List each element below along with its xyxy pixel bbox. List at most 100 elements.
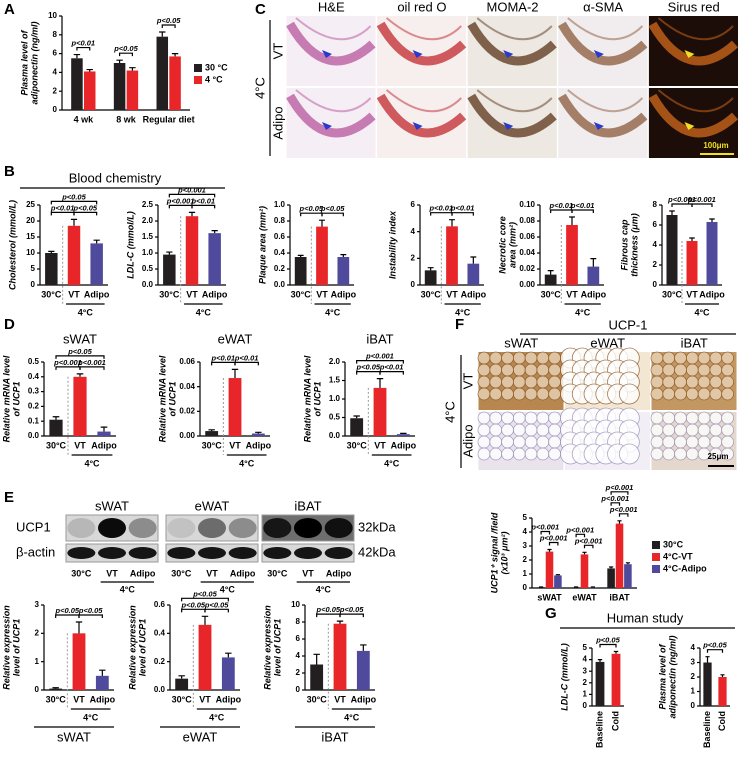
y-tick-label: 0.6 bbox=[154, 600, 166, 609]
y-tick-label: 3 bbox=[35, 600, 40, 609]
significance-bracket bbox=[430, 212, 453, 216]
cell bbox=[477, 447, 491, 461]
x-tick-label: Baseline bbox=[702, 711, 712, 748]
legend-label: 4°C-Adipo bbox=[663, 563, 707, 573]
cell bbox=[674, 447, 687, 461]
significance-bracket bbox=[610, 502, 621, 506]
error-bar bbox=[400, 432, 407, 435]
cell bbox=[697, 411, 711, 425]
cell bbox=[650, 411, 664, 425]
condition-label: 4°C bbox=[442, 401, 457, 423]
y-axis-label: of UCP1 bbox=[167, 381, 177, 416]
error-bar bbox=[100, 426, 108, 432]
bar bbox=[615, 523, 624, 588]
cell bbox=[650, 387, 664, 401]
y-tick-label: 0.02 bbox=[179, 406, 195, 415]
cell bbox=[674, 375, 687, 389]
significance-bracket bbox=[119, 52, 133, 57]
y-tick-label: 20 bbox=[26, 216, 35, 225]
x-tick-label: VT bbox=[229, 440, 241, 450]
legend-swatch bbox=[194, 76, 202, 84]
cell bbox=[501, 435, 514, 449]
error-bar bbox=[75, 621, 83, 634]
y-tick-label: 5 bbox=[523, 513, 528, 522]
cell bbox=[697, 363, 711, 377]
arrowhead bbox=[503, 50, 514, 58]
cell bbox=[477, 363, 491, 377]
arrowhead bbox=[684, 50, 695, 58]
bar bbox=[156, 36, 169, 110]
significance-bracket bbox=[356, 360, 404, 364]
y-tick-label: 0.3 bbox=[28, 387, 40, 396]
bar bbox=[83, 71, 96, 110]
error-bar bbox=[709, 218, 715, 222]
cell bbox=[721, 435, 735, 449]
arrowhead bbox=[322, 50, 332, 58]
cell bbox=[489, 387, 503, 401]
tissue bbox=[467, 93, 557, 138]
cell bbox=[489, 363, 503, 377]
arrowhead bbox=[412, 122, 423, 130]
y-tick-label: 10 bbox=[48, 11, 57, 20]
significance-bracket bbox=[181, 608, 206, 613]
x-tick-label: VT bbox=[74, 440, 86, 450]
bar bbox=[703, 662, 712, 706]
bar bbox=[72, 633, 86, 690]
panel-label: C bbox=[255, 1, 266, 18]
x-tick-label: Cold bbox=[610, 711, 620, 731]
legend-label: 30°C bbox=[663, 539, 684, 549]
y-tick-label: 2.5 bbox=[142, 200, 154, 209]
x-tick-label: 30°C bbox=[347, 440, 368, 450]
y-tick-label: 1.0 bbox=[274, 200, 286, 209]
cell bbox=[524, 423, 538, 437]
x-tick-label: VT bbox=[446, 289, 458, 299]
error-bar bbox=[613, 650, 619, 654]
cell bbox=[662, 447, 676, 461]
x-tick-label: VT bbox=[566, 289, 578, 299]
row-label: Adipo bbox=[270, 106, 285, 139]
column-header: iBAT bbox=[681, 335, 708, 350]
significance-bracket bbox=[78, 614, 103, 618]
scale-bar-label: 25μm bbox=[708, 452, 729, 461]
y-tick-label: 0.06 bbox=[179, 357, 195, 366]
error-bar bbox=[376, 378, 384, 388]
y-tick-label: 2 bbox=[53, 86, 58, 95]
panel-label: E bbox=[4, 489, 14, 506]
group-label: 4°C bbox=[209, 712, 225, 722]
p-value: p<0.05 bbox=[73, 203, 98, 212]
tissue bbox=[476, 17, 553, 41]
error-bar bbox=[625, 562, 630, 565]
cell bbox=[512, 387, 526, 401]
y-tick-label: 0.2 bbox=[274, 264, 286, 273]
x-tick-label: 30°C bbox=[41, 289, 62, 299]
y-tick-label: 0.4 bbox=[154, 628, 166, 637]
x-tick-label: 30°C bbox=[662, 289, 683, 299]
cell bbox=[662, 423, 676, 437]
cell bbox=[650, 375, 664, 389]
bar bbox=[73, 376, 87, 436]
bar bbox=[126, 70, 139, 110]
panel-label: A bbox=[4, 1, 15, 18]
bar bbox=[554, 575, 562, 588]
y-tick-label: 4 bbox=[691, 643, 696, 652]
group-label: 4°C bbox=[220, 584, 236, 594]
column-header: Sirus red bbox=[668, 0, 720, 14]
significance-bracket bbox=[610, 491, 629, 495]
y-tick-label: 0 bbox=[53, 105, 58, 114]
significance-bracket bbox=[451, 212, 474, 216]
column-header: MOMA-2 bbox=[487, 0, 539, 14]
cell bbox=[674, 423, 687, 437]
bar bbox=[198, 624, 212, 690]
y-axis-label: LDL-C (mmol/L) bbox=[125, 211, 135, 279]
cell bbox=[501, 411, 514, 425]
p-value: p<0.01 bbox=[450, 204, 475, 213]
error-bar bbox=[208, 429, 215, 432]
x-tick-label: Regular diet bbox=[143, 114, 195, 124]
p-value: p<0.001 bbox=[77, 358, 106, 367]
x-tick-label: VT bbox=[316, 289, 328, 299]
x-tick-label: Adipo bbox=[699, 289, 725, 299]
error-bar bbox=[360, 644, 367, 651]
cell bbox=[709, 423, 723, 437]
significance-bracket bbox=[55, 366, 81, 370]
significance-bracket bbox=[316, 613, 341, 618]
